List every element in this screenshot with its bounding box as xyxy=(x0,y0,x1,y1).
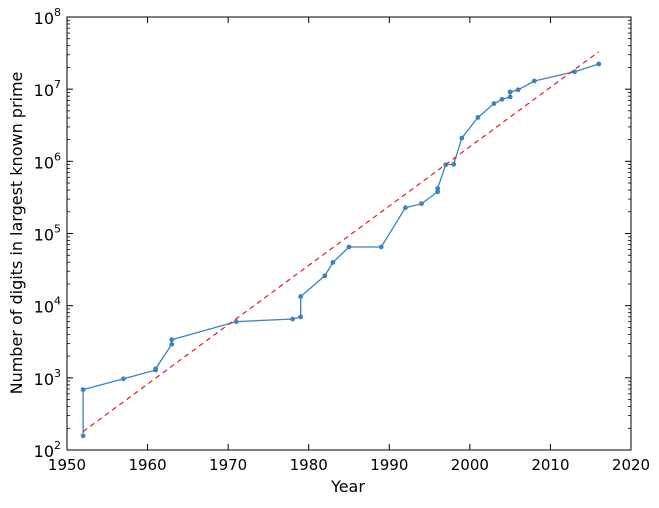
data-point xyxy=(298,314,304,320)
data-point xyxy=(169,337,175,343)
y-axis-label: Number of digits in largest known prime xyxy=(7,72,26,395)
data-point xyxy=(596,61,602,67)
data-point xyxy=(121,376,126,382)
x-tick-label: 2000 xyxy=(451,456,489,474)
x-tick-label: 1970 xyxy=(209,456,247,474)
x-axis: 1950 1960 1970 1980 1990 2000 2010 2020 xyxy=(48,17,650,474)
data-point xyxy=(435,189,441,195)
y-axis: 102 103 104 105 106 107 108 xyxy=(34,6,631,461)
data-point xyxy=(475,115,481,120)
x-tick-label: 1980 xyxy=(290,456,328,474)
data-point xyxy=(322,273,328,279)
data-point xyxy=(290,316,295,322)
trend-line xyxy=(82,51,600,433)
data-point xyxy=(403,205,408,211)
data-point xyxy=(378,244,384,250)
x-axis-label: Year xyxy=(330,477,365,496)
data-point xyxy=(346,244,352,250)
y-tick-label: 104 xyxy=(34,295,61,317)
data-point xyxy=(153,366,159,372)
data-point xyxy=(459,135,465,141)
y-tick-label: 103 xyxy=(34,367,61,389)
data-point xyxy=(435,186,441,191)
data-point xyxy=(80,433,86,439)
y-tick-label: 106 xyxy=(34,150,61,172)
data-point xyxy=(330,260,336,265)
y-tick-label: 102 xyxy=(34,439,61,461)
data-point xyxy=(80,387,86,392)
data-point xyxy=(298,294,304,299)
data-point xyxy=(491,101,497,106)
data-point xyxy=(572,69,577,75)
data-point xyxy=(531,78,537,84)
y-tick-label: 107 xyxy=(34,78,61,100)
x-tick-label: 2010 xyxy=(531,456,569,474)
x-tick-label: 1990 xyxy=(370,456,408,474)
data-point xyxy=(507,89,513,95)
data-point xyxy=(419,201,424,207)
x-tick-label: 2020 xyxy=(612,456,650,474)
y-tick-label: 108 xyxy=(34,6,61,28)
data-point xyxy=(169,341,175,347)
data-point xyxy=(515,87,521,93)
data-point xyxy=(499,96,505,102)
data-point xyxy=(233,319,239,325)
data-point xyxy=(451,161,457,167)
x-tick-label: 1960 xyxy=(128,456,166,474)
data-point xyxy=(507,94,513,100)
x-tick-label: 1950 xyxy=(48,456,86,474)
y-tick-label: 105 xyxy=(34,223,61,245)
